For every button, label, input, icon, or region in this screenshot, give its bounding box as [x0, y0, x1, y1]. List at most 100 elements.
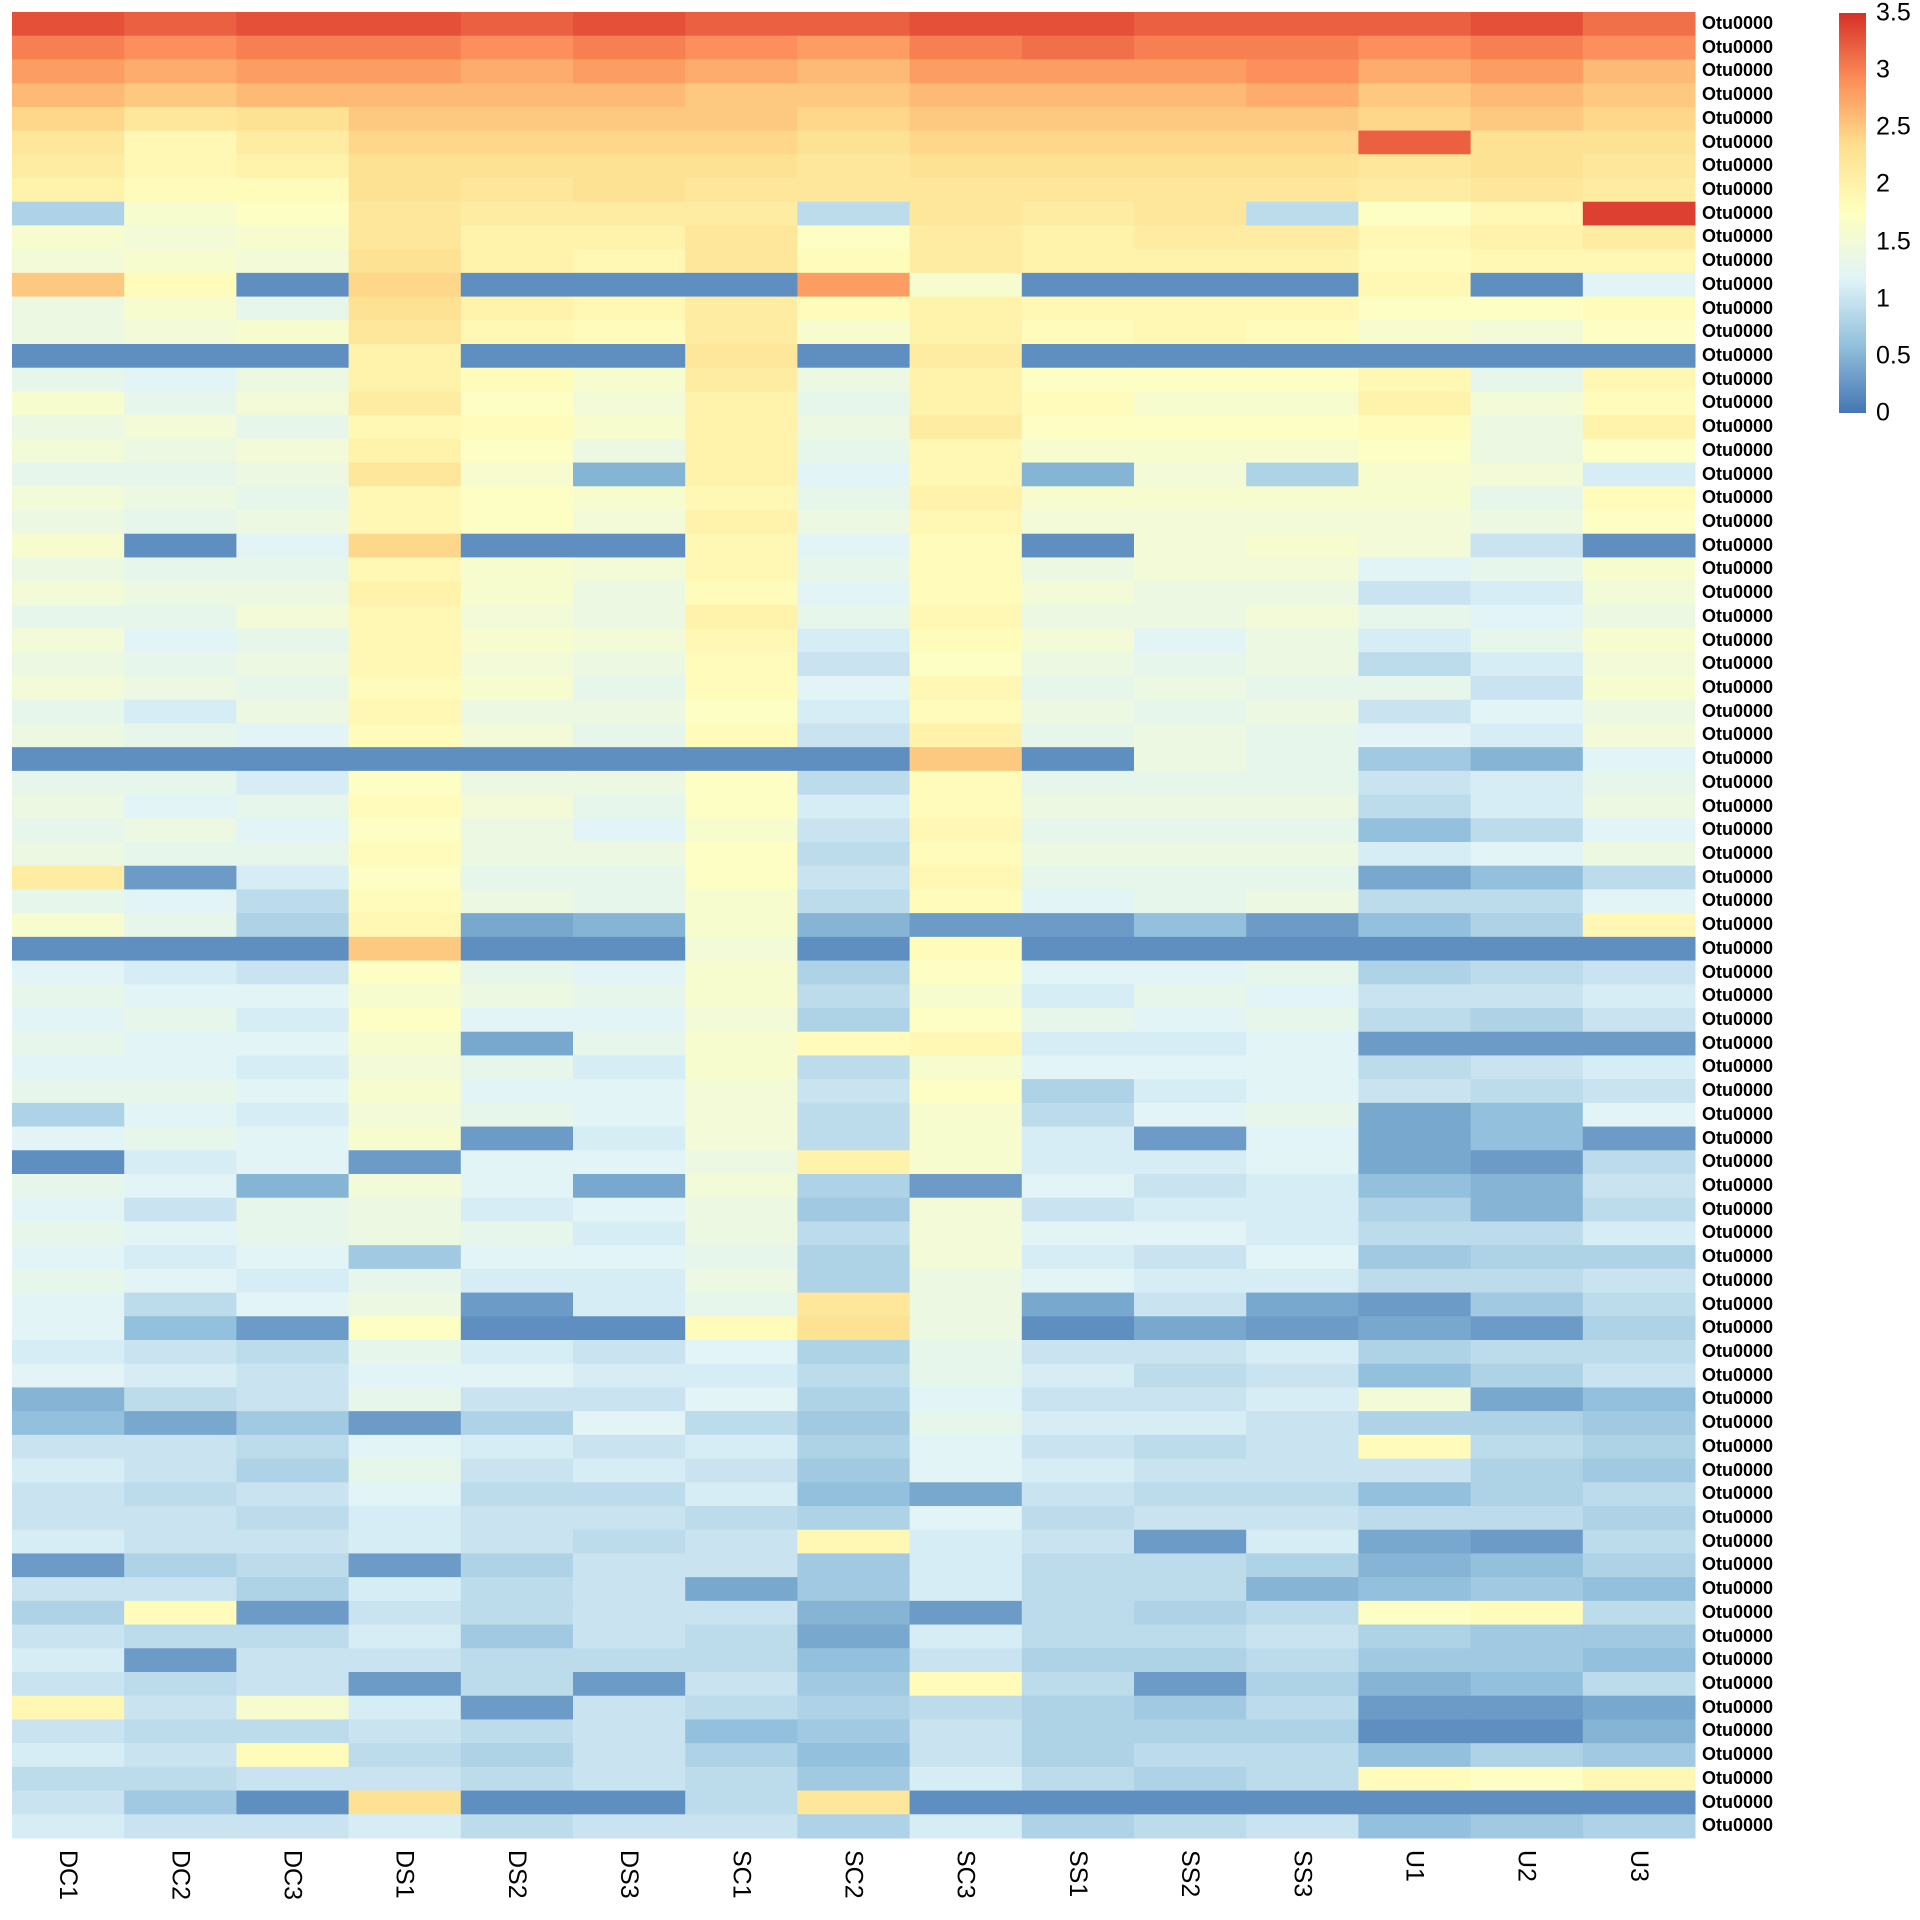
- heatmap-cell: [797, 296, 911, 321]
- heatmap-cell: [236, 35, 350, 60]
- heatmap-cell: [1358, 604, 1472, 630]
- heatmap-cell: [909, 1695, 1023, 1720]
- heatmap-cell: [1582, 1672, 1696, 1697]
- heatmap-cell: [1582, 367, 1696, 392]
- heatmap-cell: [1021, 1814, 1135, 1839]
- heatmap-cell: [909, 35, 1023, 60]
- heatmap-cell: [124, 1197, 237, 1222]
- heatmap-cell: [1134, 1743, 1247, 1768]
- row-label: Otu0000: [1702, 463, 1774, 484]
- heatmap-cell: [685, 1719, 798, 1744]
- heatmap-cell: [1358, 1008, 1472, 1033]
- heatmap-cell: [573, 35, 686, 60]
- heatmap-cell: [460, 1316, 574, 1341]
- heatmap-cell: [909, 913, 1023, 938]
- row-label: Otu0000: [1702, 131, 1774, 152]
- heatmap-cell: [236, 1079, 350, 1104]
- heatmap-cell: [460, 1529, 574, 1554]
- heatmap-cell: [348, 438, 462, 464]
- heatmap-cell: [573, 320, 686, 345]
- row-label: Otu0000: [1702, 1056, 1774, 1077]
- heatmap-cell: [1358, 35, 1472, 60]
- heatmap-cell: [12, 249, 125, 274]
- heatmap-cell: [1470, 320, 1584, 345]
- heatmap-cell: [685, 1482, 798, 1507]
- heatmap-cell: [685, 1316, 798, 1341]
- heatmap-cell: [1358, 367, 1472, 392]
- heatmap-cell: [573, 1766, 686, 1792]
- heatmap-cell: [1358, 818, 1472, 843]
- heatmap-cell: [12, 462, 125, 487]
- heatmap-cell: [1470, 1624, 1584, 1649]
- heatmap-cell: [124, 510, 237, 535]
- heatmap-cell: [573, 747, 686, 772]
- heatmap-cell: [573, 676, 686, 701]
- heatmap-cell: [1021, 1055, 1135, 1080]
- heatmap-cell: [1021, 154, 1135, 179]
- heatmap-cell: [797, 1672, 911, 1697]
- heatmap-cell: [1358, 723, 1472, 748]
- heatmap-cell: [797, 794, 911, 819]
- heatmap-cell: [460, 320, 574, 345]
- heatmap-cell: [12, 913, 125, 938]
- heatmap-cell: [1582, 1316, 1696, 1341]
- row-label: Otu0000: [1702, 866, 1774, 887]
- heatmap-cell: [573, 1031, 686, 1056]
- heatmap-cell: [124, 1340, 237, 1365]
- heatmap-cell: [1134, 201, 1247, 226]
- heatmap-cell: [1470, 225, 1584, 250]
- heatmap-cell: [909, 676, 1023, 701]
- heatmap-cell: [573, 1434, 686, 1460]
- heatmap-cell: [1470, 533, 1584, 558]
- heatmap-cell: [1582, 1600, 1696, 1626]
- heatmap-cell: [573, 1363, 686, 1388]
- heatmap-cell: [236, 1695, 350, 1720]
- heatmap-cell: [460, 699, 574, 724]
- heatmap-cell: [685, 106, 798, 132]
- heatmap-cell: [348, 130, 462, 155]
- heatmap-cell: [124, 438, 237, 464]
- heatmap-cell: [1358, 676, 1472, 701]
- heatmap-cell: [348, 272, 462, 298]
- heatmap-cell: [348, 818, 462, 843]
- row-label: Otu0000: [1702, 297, 1774, 318]
- heatmap-cell: [1582, 842, 1696, 867]
- heatmap-cell: [1021, 1031, 1135, 1056]
- column-label: DC2: [166, 1850, 195, 1901]
- heatmap-cell: [12, 1387, 125, 1412]
- heatmap-cell: [1470, 889, 1584, 914]
- heatmap-cell: [460, 1434, 574, 1460]
- heatmap-cell: [124, 225, 237, 250]
- heatmap-cell: [909, 1008, 1023, 1033]
- legend-tick-label: 0.5: [1876, 341, 1911, 370]
- heatmap-cell: [1246, 1790, 1359, 1815]
- heatmap-cell: [573, 1055, 686, 1080]
- heatmap-cell: [1246, 1079, 1359, 1104]
- heatmap-cell: [685, 842, 798, 867]
- heatmap-cell: [460, 604, 574, 630]
- heatmap-cell: [1470, 865, 1584, 890]
- heatmap-cell: [909, 1221, 1023, 1246]
- heatmap-cell: [1246, 1553, 1359, 1578]
- heatmap-cell: [460, 865, 574, 890]
- heatmap-cell: [909, 462, 1023, 487]
- heatmap-cell: [1358, 960, 1472, 985]
- heatmap-cell: [124, 1221, 237, 1246]
- heatmap-cell: [573, 106, 686, 132]
- heatmap-cell: [460, 1411, 574, 1436]
- heatmap-cell: [460, 35, 574, 60]
- heatmap-cell: [236, 1506, 350, 1531]
- heatmap-cell: [573, 391, 686, 416]
- heatmap-cell: [124, 699, 237, 724]
- heatmap-cell: [1246, 1150, 1359, 1175]
- heatmap-cell: [1582, 296, 1696, 321]
- heatmap-cell: [1358, 913, 1472, 938]
- heatmap-cell: [236, 1411, 350, 1436]
- heatmap-cell: [1246, 83, 1359, 108]
- heatmap-cell: [909, 723, 1023, 748]
- heatmap-cell: [1246, 557, 1359, 582]
- heatmap-cell: [797, 344, 911, 369]
- heatmap-cell: [573, 1624, 686, 1649]
- heatmap-cell: [12, 557, 125, 582]
- heatmap-cell: [797, 1434, 911, 1460]
